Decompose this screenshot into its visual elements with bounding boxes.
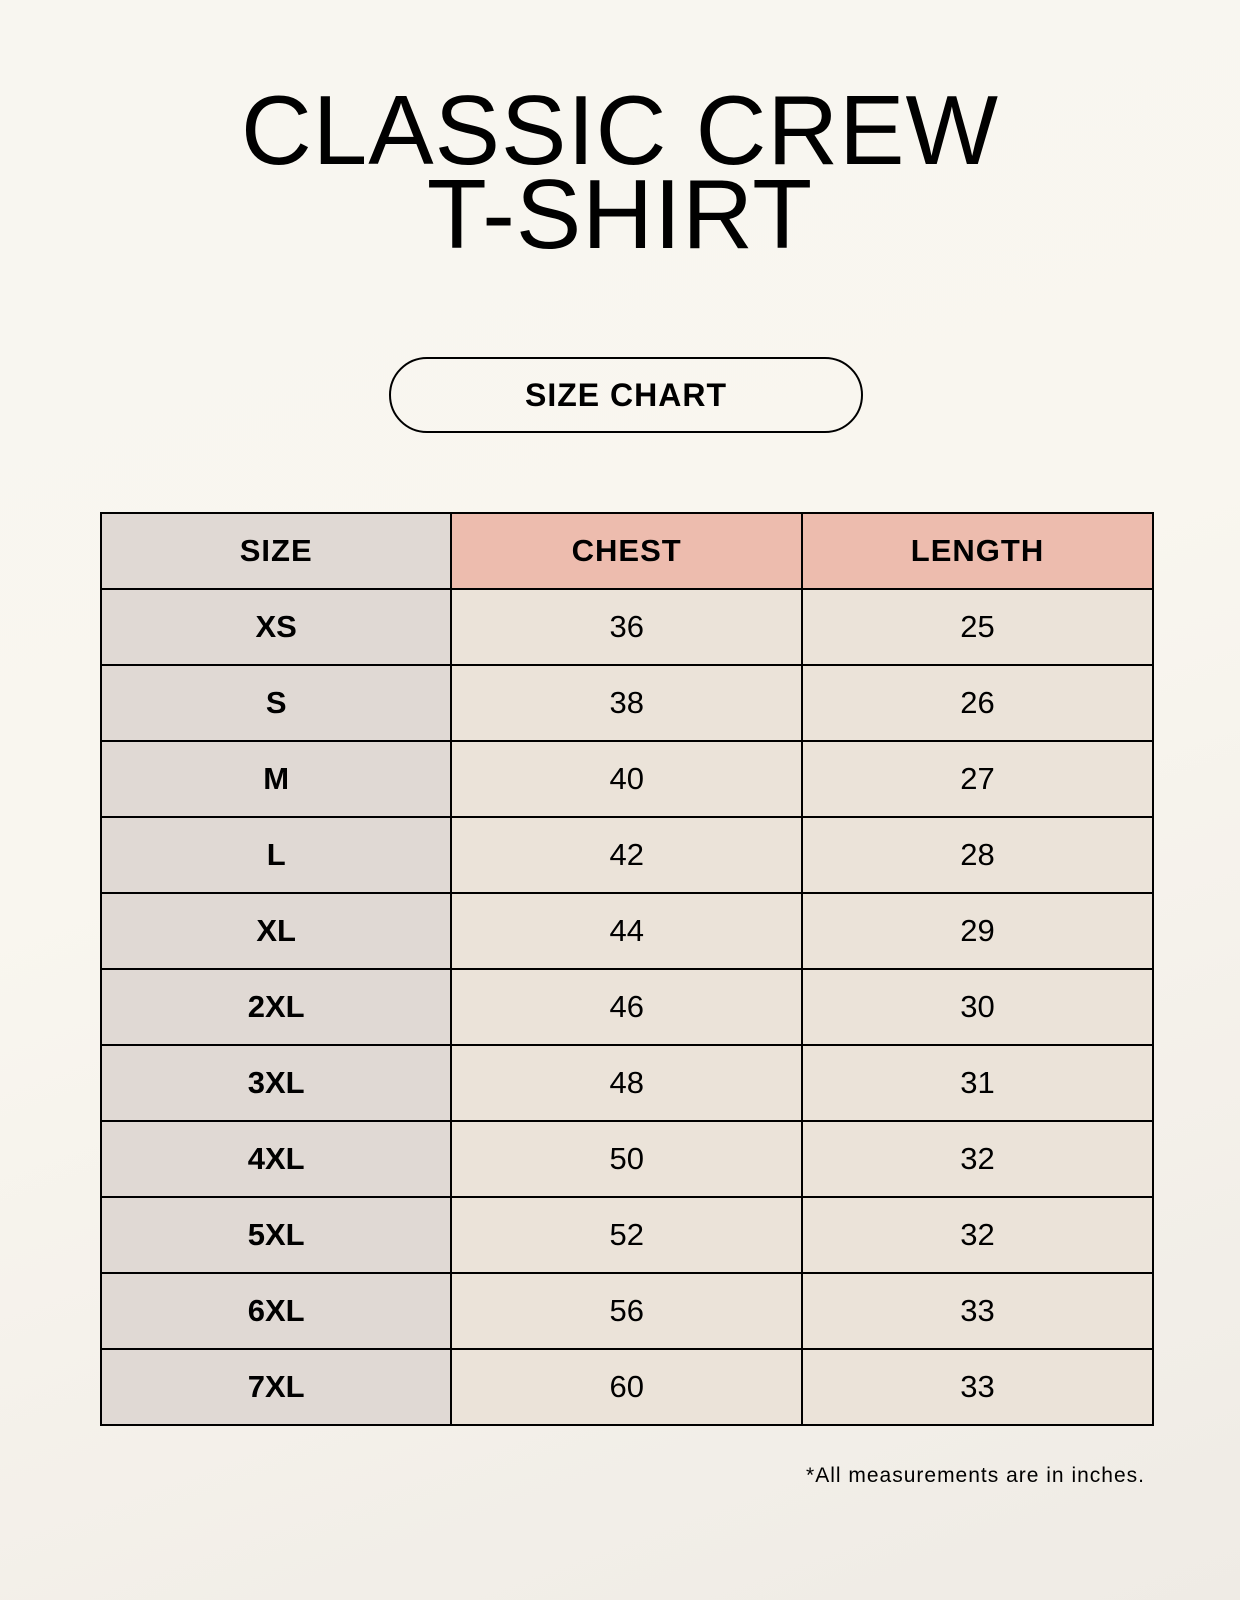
- table-row: S 38 26: [99, 664, 1154, 742]
- table-row: 2XL 46 30: [99, 968, 1154, 1046]
- cell-chest: 60: [450, 1348, 804, 1426]
- cell-length: 27: [801, 740, 1154, 818]
- table-row: XS 36 25: [99, 588, 1154, 666]
- cell-length: 25: [801, 588, 1154, 666]
- table-row: M 40 27: [99, 740, 1154, 818]
- table-row: L 42 28: [99, 816, 1154, 894]
- cell-size: M: [99, 740, 453, 818]
- table-row: 7XL 60 33: [99, 1348, 1154, 1426]
- table-header-row: SIZE CHEST LENGTH: [99, 512, 1154, 590]
- size-table: SIZE CHEST LENGTH XS 36 25 S 38 26 M 40 27 L 42 28 X…: [99, 512, 1154, 1426]
- cell-size: 2XL: [99, 968, 453, 1046]
- cell-length: 33: [801, 1348, 1154, 1426]
- cell-size: 7XL: [99, 1348, 453, 1426]
- title-line-2: T-SHIRT: [426, 159, 814, 269]
- cell-chest: 52: [450, 1196, 804, 1274]
- cell-size: 4XL: [99, 1120, 453, 1198]
- cell-size: S: [99, 664, 453, 742]
- title-line-1: CLASSIC CREW: [240, 75, 999, 185]
- cell-length: 32: [801, 1196, 1154, 1274]
- cell-chest: 36: [450, 588, 804, 666]
- cell-size: XL: [99, 892, 453, 970]
- cell-size: L: [99, 816, 453, 894]
- header-chest: CHEST: [450, 512, 804, 590]
- cell-size: 6XL: [99, 1272, 453, 1350]
- footnote: *All measurements are in inches.: [806, 1464, 1145, 1487]
- cell-chest: 44: [450, 892, 804, 970]
- cell-size: 3XL: [99, 1044, 453, 1122]
- cell-length: 26: [801, 664, 1154, 742]
- cell-length: 28: [801, 816, 1154, 894]
- cell-length: 32: [801, 1120, 1154, 1198]
- header-size: SIZE: [99, 512, 453, 590]
- cell-size: XS: [99, 588, 453, 666]
- table-row: 6XL 56 33: [99, 1272, 1154, 1350]
- cell-length: 30: [801, 968, 1154, 1046]
- cell-length: 29: [801, 892, 1154, 970]
- table-row: 3XL 48 31: [99, 1044, 1154, 1122]
- cell-length: 31: [801, 1044, 1154, 1122]
- cell-chest: 46: [450, 968, 804, 1046]
- cell-chest: 48: [450, 1044, 804, 1122]
- cell-chest: 56: [450, 1272, 804, 1350]
- cell-length: 33: [801, 1272, 1154, 1350]
- cell-chest: 50: [450, 1120, 804, 1198]
- cell-chest: 42: [450, 816, 804, 894]
- size-chart-badge: SIZE CHART: [389, 357, 863, 433]
- table-row: 5XL 52 32: [99, 1196, 1154, 1274]
- cell-size: 5XL: [99, 1196, 453, 1274]
- cell-chest: 38: [450, 664, 804, 742]
- table-row: XL 44 29: [99, 892, 1154, 970]
- page-title: CLASSIC CREW T-SHIRT: [0, 75, 1240, 269]
- table-row: 4XL 50 32: [99, 1120, 1154, 1198]
- header-length: LENGTH: [801, 512, 1154, 590]
- cell-chest: 40: [450, 740, 804, 818]
